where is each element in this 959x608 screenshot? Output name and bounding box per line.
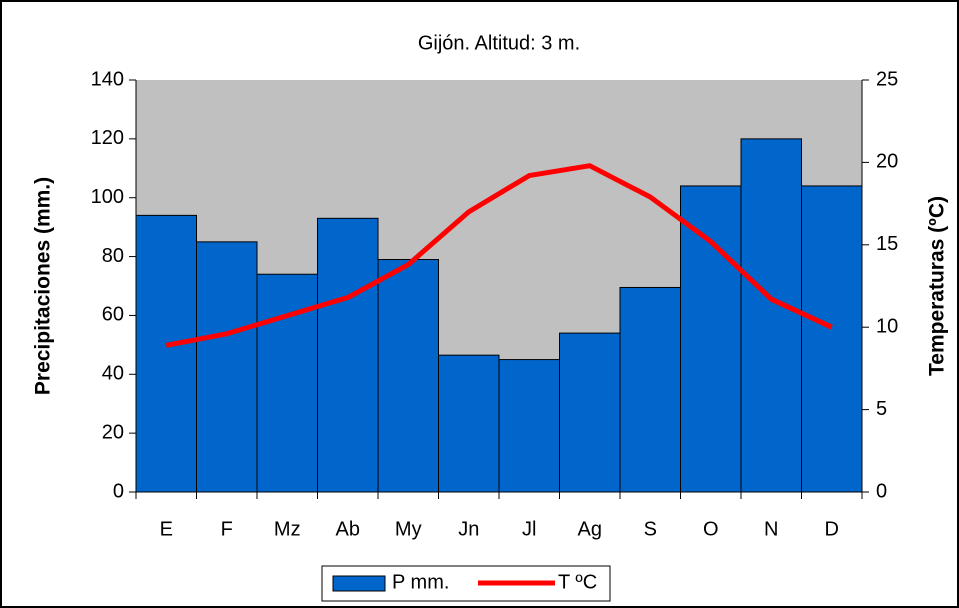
y2-tick-label: 15	[876, 233, 898, 255]
x-tick-label: D	[825, 518, 839, 540]
y-tick-label: 120	[91, 127, 124, 149]
x-tick-label: My	[395, 518, 422, 540]
y-axis-label: Precipitaciones (mm.)	[32, 177, 55, 395]
y2-tick-label: 5	[876, 398, 887, 420]
bar	[256, 273, 318, 493]
bar	[377, 259, 439, 493]
x-tick-label: Mz	[274, 518, 301, 540]
bar	[559, 332, 621, 493]
y-tick-label: 40	[102, 363, 124, 385]
bar	[317, 217, 379, 493]
x-tick-label: O	[703, 518, 719, 540]
y2-tick-label: 25	[876, 68, 898, 90]
x-tick-label: S	[644, 518, 657, 540]
bar	[619, 286, 681, 493]
y2-tick-label: 20	[876, 151, 898, 173]
y-tick-label: 140	[91, 68, 124, 90]
legend-label: P mm.	[392, 571, 449, 593]
y-tick-label: 0	[113, 480, 124, 502]
bar	[438, 354, 500, 493]
line	[165, 163, 833, 348]
legend-label: T ºC	[558, 571, 597, 593]
bar	[135, 214, 197, 493]
x-tick-label: F	[221, 518, 233, 540]
bar	[740, 138, 802, 493]
bar	[196, 241, 258, 493]
y-tick-label: 20	[102, 421, 124, 443]
x-tick-label: Ag	[578, 518, 602, 540]
y-tick-label: 60	[102, 304, 124, 326]
bar	[801, 185, 863, 493]
chart-title: Gijón. Altitud: 3 m.	[418, 32, 580, 54]
bar	[498, 359, 560, 493]
x-tick-label: N	[764, 518, 778, 540]
y2-axis-label: Temperaturas (ºC)	[926, 196, 949, 376]
x-tick-label: E	[160, 518, 173, 540]
y-tick-label: 100	[91, 186, 124, 208]
bar	[680, 185, 742, 493]
x-tick-label: Ab	[336, 518, 360, 540]
legend-swatch	[332, 575, 386, 592]
x-tick-label: Jn	[458, 518, 479, 540]
y2-tick-label: 0	[876, 480, 887, 502]
y-tick-label: 80	[102, 245, 124, 267]
x-tick-label: Jl	[522, 518, 536, 540]
y2-tick-label: 10	[876, 315, 898, 337]
